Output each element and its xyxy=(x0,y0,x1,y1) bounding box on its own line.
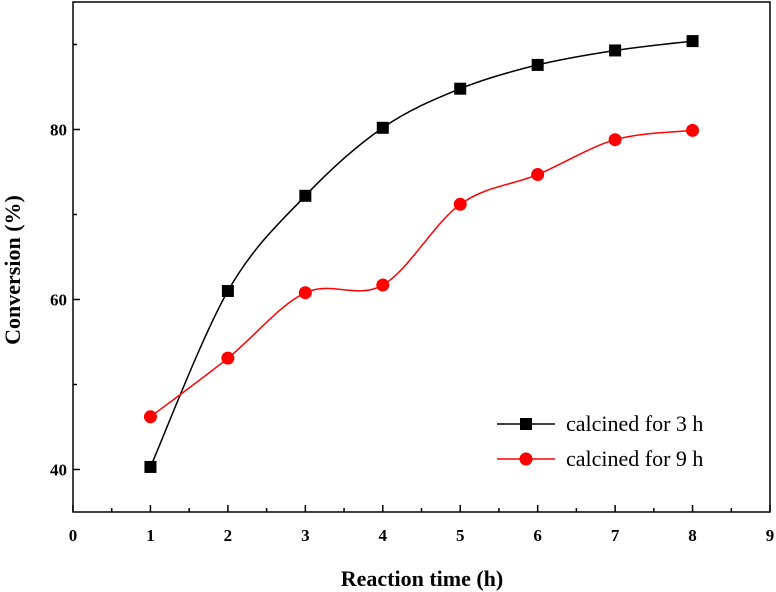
legend-item-1: calcined for 3 h xyxy=(497,411,703,436)
data-point-square xyxy=(299,189,312,202)
data-point-circle xyxy=(686,123,700,137)
x-tick-label: 5 xyxy=(456,526,465,545)
x-tick-label: 7 xyxy=(611,526,620,545)
x-tick-label: 6 xyxy=(533,526,542,545)
data-point-circle xyxy=(298,286,312,300)
data-point-circle xyxy=(376,278,390,292)
x-tick-label: 3 xyxy=(301,526,310,545)
y-tick-label: 40 xyxy=(50,461,67,480)
legend: calcined for 3 h calcined for 9 h xyxy=(497,411,703,471)
y-tick-label: 60 xyxy=(50,291,67,310)
series-2 xyxy=(143,123,700,424)
series-line xyxy=(149,40,693,468)
x-tick-label: 1 xyxy=(146,526,155,545)
x-axis: 0 1 2 3 4 5 6 7 8 9 xyxy=(69,505,775,545)
x-tick-label: 9 xyxy=(766,526,775,545)
data-point-circle xyxy=(453,197,467,211)
legend-item-2: calcined for 9 h xyxy=(497,446,703,471)
y-tick-label: 80 xyxy=(50,121,67,140)
data-point-circle xyxy=(531,168,545,182)
series-1 xyxy=(144,35,699,473)
series-line xyxy=(149,129,693,418)
x-tick-label: 8 xyxy=(688,526,697,545)
data-point-circle xyxy=(608,133,622,147)
data-point-square xyxy=(686,35,699,48)
data-point-square xyxy=(221,285,234,297)
x-tick-label: 0 xyxy=(69,526,78,545)
legend-label: calcined for 3 h xyxy=(566,411,703,436)
y-axis-title: Conversion (%) xyxy=(0,195,25,345)
x-axis-title: Reaction time (h) xyxy=(341,566,504,591)
series-layer xyxy=(143,35,700,473)
data-point-circle xyxy=(221,351,235,365)
legend-label: calcined for 9 h xyxy=(566,446,703,471)
data-point-square xyxy=(376,121,389,134)
data-point-square xyxy=(609,44,622,57)
data-point-circle xyxy=(143,410,157,424)
y-axis: 40 60 80 xyxy=(50,43,80,480)
data-point-square xyxy=(531,58,544,71)
x-tick-label: 2 xyxy=(224,526,233,545)
data-point-square xyxy=(454,82,467,95)
legend-marker-square xyxy=(520,418,532,430)
legend-marker-circle xyxy=(519,452,533,466)
data-point-square xyxy=(144,460,157,473)
x-tick-label: 4 xyxy=(379,526,388,545)
